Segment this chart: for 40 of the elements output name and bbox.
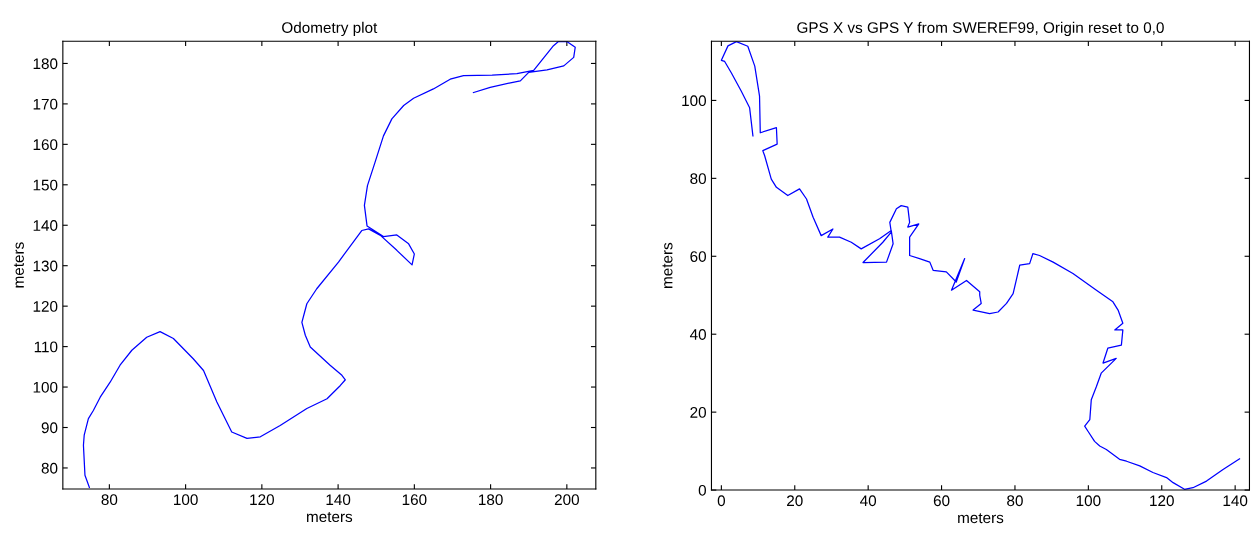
- chart-title: GPS X vs GPS Y from SWEREF99, Origin reset to 0,0: [797, 21, 1164, 37]
- y-tick-label: 160: [33, 139, 58, 151]
- x-tick-label: 80: [101, 494, 118, 506]
- x-tick-label: 100: [1076, 495, 1101, 507]
- x-tick-label: 120: [1150, 495, 1174, 507]
- x-tick-label: 40: [860, 495, 877, 507]
- x-tick-label: 140: [326, 494, 351, 506]
- x-tick-label: 20: [787, 495, 803, 507]
- y-tick-label: 40: [689, 329, 707, 340]
- x-tick-label: 180: [479, 494, 503, 506]
- y-tick-label: 20: [690, 407, 707, 418]
- y-tick-label: 130: [33, 260, 58, 272]
- y-tick-label: 140: [33, 220, 58, 231]
- x-axis-title: meters: [958, 513, 1004, 524]
- y-tick-label: 110: [34, 341, 58, 353]
- y-tick-label: 100: [33, 381, 58, 393]
- x-tick-label: 200: [554, 494, 579, 506]
- x-tick-label: 140: [1223, 495, 1248, 507]
- x-tick-label: 100: [174, 494, 198, 506]
- line-series: [720, 41, 1241, 490]
- x-tick-label: 120: [250, 494, 274, 506]
- y-axis-title: meters: [662, 242, 673, 288]
- y-tick-label: 80: [41, 462, 58, 474]
- y-tick-label: 60: [690, 251, 707, 262]
- x-axis-title: meters: [307, 512, 353, 523]
- x-tick-label: 80: [1007, 495, 1023, 507]
- y-tick-label: 80: [690, 173, 707, 185]
- x-tick-label: 60: [933, 495, 950, 507]
- y-tick-label: 0: [698, 484, 706, 496]
- y-tick-label: 120: [33, 301, 58, 312]
- y-axis-title: meters: [13, 242, 24, 288]
- chart-title: Odometry plot: [282, 21, 378, 37]
- line-series: [82, 41, 576, 488]
- x-tick-label: 160: [402, 494, 427, 506]
- y-tick-label: 100: [682, 95, 707, 107]
- y-tick-label: 180: [33, 58, 58, 70]
- y-tick-label: 90: [41, 422, 58, 434]
- y-tick-label: 150: [33, 179, 58, 191]
- x-tick-label: 0: [717, 495, 726, 507]
- y-tick-label: 170: [33, 98, 58, 110]
